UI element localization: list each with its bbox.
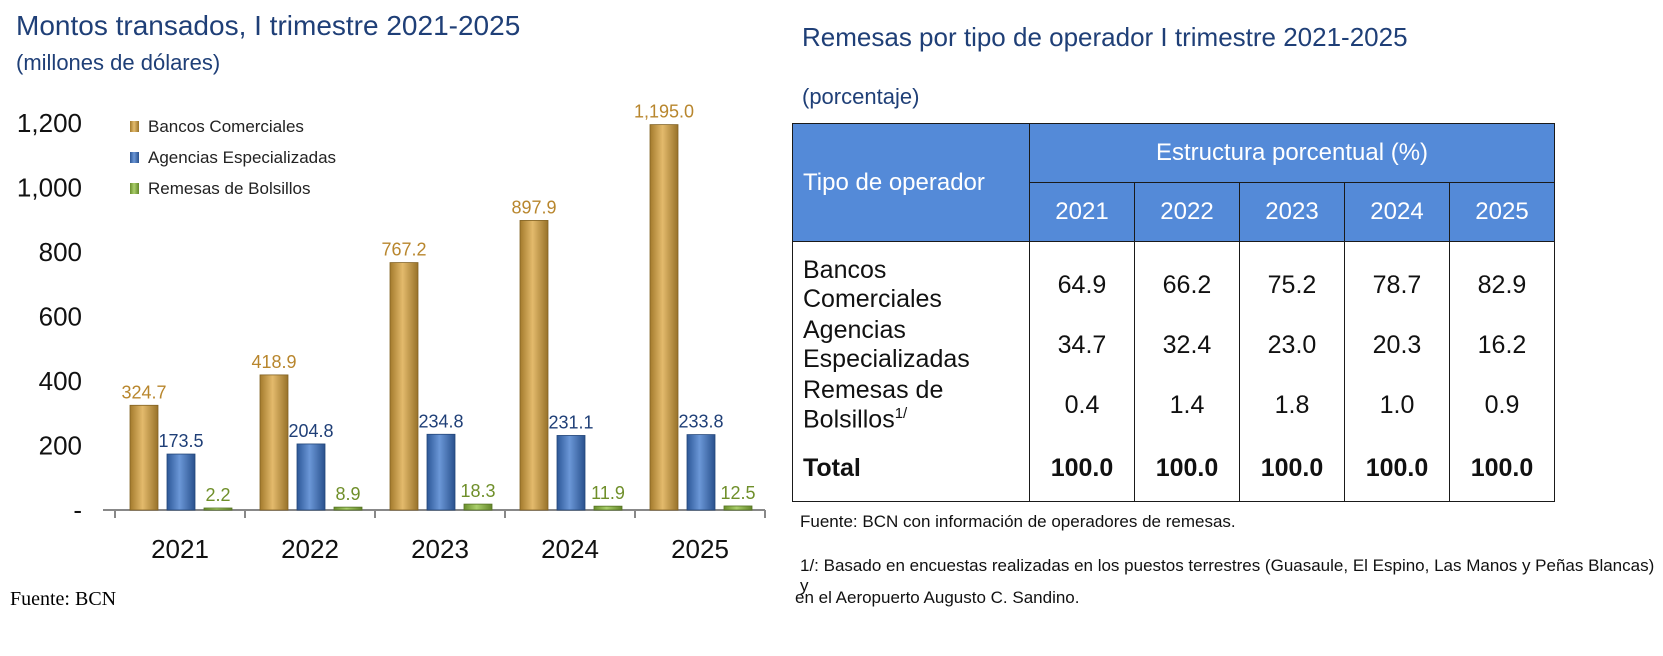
y-tick-label: 200 bbox=[39, 431, 82, 461]
legend-label: Agencias Especializadas bbox=[148, 148, 336, 167]
cell: 0.4 bbox=[1029, 375, 1135, 436]
x-tick-label: 2021 bbox=[151, 534, 209, 564]
row-label: Agencias Especializadas bbox=[792, 315, 1030, 375]
data-label: 1,195.0 bbox=[634, 102, 694, 122]
table-row: Bancos Comerciales 64.9 66.2 75.2 78.7 8… bbox=[792, 241, 1555, 315]
data-label: 897.9 bbox=[511, 197, 556, 217]
bar bbox=[426, 433, 456, 511]
cell: 64.9 bbox=[1029, 241, 1135, 315]
data-label: 2.2 bbox=[205, 485, 230, 505]
row-label: Bancos Comerciales bbox=[792, 241, 1030, 315]
y-tick-label: 400 bbox=[39, 366, 82, 396]
total-cell: 100.0 bbox=[1239, 435, 1345, 502]
cell: 20.3 bbox=[1344, 315, 1450, 375]
y-tick-label: 800 bbox=[39, 237, 82, 267]
cell: 23.0 bbox=[1239, 315, 1345, 375]
legend-swatch bbox=[130, 183, 139, 194]
cell: 78.7 bbox=[1344, 241, 1450, 315]
bar bbox=[129, 404, 159, 511]
legend-label: Bancos Comerciales bbox=[148, 117, 304, 136]
cell: 34.7 bbox=[1029, 315, 1135, 375]
data-label: 8.9 bbox=[335, 484, 360, 504]
header-year: 2025 bbox=[1449, 182, 1555, 242]
data-label: 18.3 bbox=[460, 481, 495, 501]
y-tick-label: 600 bbox=[39, 302, 82, 332]
data-label: 231.1 bbox=[548, 412, 593, 432]
y-tick-label: 1,000 bbox=[17, 173, 82, 203]
footnote-line-2: en el Aeropuerto Augusto C. Sandino. bbox=[795, 588, 1080, 607]
x-tick-label: 2024 bbox=[541, 534, 599, 564]
cell: 66.2 bbox=[1134, 241, 1240, 315]
data-label: 324.7 bbox=[121, 382, 166, 402]
table-row: Remesas de Bolsillos1/ 0.4 1.4 1.8 1.0 0… bbox=[792, 375, 1555, 436]
table-row: Agencias Especializadas 34.7 32.4 23.0 2… bbox=[792, 315, 1555, 375]
bar bbox=[203, 507, 233, 511]
total-cell: 100.0 bbox=[1449, 435, 1555, 502]
cell: 1.4 bbox=[1134, 375, 1240, 436]
x-tick-label: 2025 bbox=[671, 534, 729, 564]
data-label: 11.9 bbox=[591, 483, 625, 503]
table-subtitle: (porcentaje) bbox=[802, 84, 920, 109]
bar bbox=[649, 124, 679, 511]
bar bbox=[333, 506, 363, 511]
footnote-marker: 1/ bbox=[894, 405, 908, 422]
total-cell: 100.0 bbox=[1344, 435, 1450, 502]
header-year: 2023 bbox=[1239, 182, 1345, 242]
header-operator-type: Tipo de operador bbox=[792, 123, 1030, 242]
header-year: 2021 bbox=[1029, 182, 1135, 242]
bar bbox=[686, 434, 716, 511]
header-year: 2024 bbox=[1344, 182, 1450, 242]
total-cell: 100.0 bbox=[1134, 435, 1240, 502]
footnote-line-1: 1/: Basado en encuestas realizadas en lo… bbox=[800, 556, 1655, 595]
operator-table: Tipo de operador Estructura porcentual (… bbox=[792, 123, 1555, 502]
data-label: 204.8 bbox=[288, 421, 333, 441]
cell: 82.9 bbox=[1449, 241, 1555, 315]
row-label-text: Remesas de Bolsillos bbox=[803, 376, 944, 434]
x-tick-label: 2023 bbox=[411, 534, 469, 564]
data-label: 767.2 bbox=[381, 240, 426, 260]
total-cell: 100.0 bbox=[1029, 435, 1135, 502]
y-tick-label: 1,200 bbox=[17, 108, 82, 138]
cell: 0.9 bbox=[1449, 375, 1555, 436]
total-label: Total bbox=[792, 435, 1030, 502]
data-label: 173.5 bbox=[158, 431, 203, 451]
legend-swatch bbox=[130, 152, 139, 163]
bar bbox=[166, 453, 196, 511]
table-title: Remesas por tipo de operador I trimestre… bbox=[802, 22, 1408, 52]
bar bbox=[389, 262, 419, 511]
table-source: Fuente: BCN con información de operadore… bbox=[800, 512, 1236, 531]
header-structure: Estructura porcentual (%) bbox=[1029, 123, 1555, 183]
cell: 1.8 bbox=[1239, 375, 1345, 436]
row-label: Remesas de Bolsillos1/ bbox=[792, 375, 1030, 436]
x-tick-label: 2022 bbox=[281, 534, 339, 564]
bar bbox=[463, 503, 493, 511]
bar-chart: - 200 400 600 800 1,000 1,200 324.7 173.5 2.2 2021… bbox=[17, 102, 766, 564]
cell: 1.0 bbox=[1344, 375, 1450, 436]
bar bbox=[296, 443, 326, 511]
cell: 16.2 bbox=[1449, 315, 1555, 375]
cell: 75.2 bbox=[1239, 241, 1345, 315]
legend-label: Remesas de Bolsillos bbox=[148, 179, 311, 198]
cell: 32.4 bbox=[1134, 315, 1240, 375]
data-label: 12.5 bbox=[720, 483, 755, 503]
data-label: 418.9 bbox=[251, 352, 296, 372]
table-total-row: Total 100.0 100.0 100.0 100.0 100.0 bbox=[792, 435, 1555, 502]
data-label: 234.8 bbox=[418, 411, 463, 431]
data-label: 233.8 bbox=[678, 412, 723, 432]
bar bbox=[593, 505, 623, 511]
bar bbox=[259, 374, 289, 511]
header-year: 2022 bbox=[1134, 182, 1240, 242]
legend-swatch bbox=[130, 121, 139, 132]
y-tick-label: - bbox=[73, 495, 82, 525]
chart-subtitle: (millones de dólares) bbox=[16, 50, 221, 75]
bar bbox=[519, 220, 549, 511]
bar bbox=[723, 505, 753, 511]
chart-source: Fuente: BCN bbox=[10, 588, 117, 610]
chart-title: Montos transados, I trimestre 2021-2025 bbox=[16, 10, 521, 41]
bar bbox=[556, 435, 586, 511]
